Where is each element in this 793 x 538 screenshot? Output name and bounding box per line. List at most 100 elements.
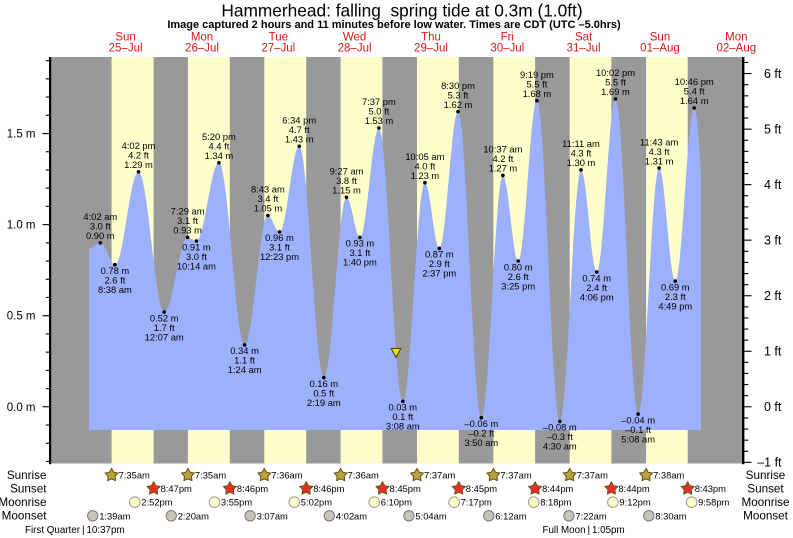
svg-text:4.2 ft: 4.2 ft <box>492 153 513 164</box>
svg-text:7:37am: 7:37am <box>500 470 531 481</box>
svg-text:0.93 m: 0.93 m <box>173 225 202 236</box>
svg-text:8:43pm: 8:43pm <box>695 483 726 494</box>
svg-text:Full Moon | 1:05pm: Full Moon | 1:05pm <box>543 525 625 536</box>
svg-text:25–Jul: 25–Jul <box>109 43 143 55</box>
svg-text:7:37am: 7:37am <box>577 470 608 481</box>
svg-text:4:02 pm: 4:02 pm <box>122 140 156 151</box>
svg-text:10:37 am: 10:37 am <box>483 144 522 155</box>
svg-text:6:34 pm: 6:34 pm <box>282 115 316 126</box>
svg-text:4:49 pm: 4:49 pm <box>658 300 692 311</box>
svg-text:10:02 pm: 10:02 pm <box>596 67 635 78</box>
svg-text:9:19 pm: 9:19 pm <box>520 69 554 80</box>
svg-text:1:40 pm: 1:40 pm <box>343 257 377 268</box>
svg-text:7:37am: 7:37am <box>424 470 455 481</box>
svg-text:7:37 pm: 7:37 pm <box>362 96 396 107</box>
svg-text:8:44pm: 8:44pm <box>542 483 573 494</box>
svg-text:5:08 am: 5:08 am <box>621 433 655 444</box>
svg-text:2 ft: 2 ft <box>764 289 782 303</box>
svg-text:0.5 m: 0.5 m <box>7 311 36 323</box>
svg-text:Sunset: Sunset <box>747 482 784 495</box>
svg-text:1.34 m: 1.34 m <box>205 150 234 161</box>
svg-text:4.3 ft: 4.3 ft <box>649 146 670 157</box>
svg-text:0.91 m: 0.91 m <box>182 241 211 252</box>
svg-text:0.69 m: 0.69 m <box>661 281 690 292</box>
svg-text:–0.1 ft: –0.1 ft <box>625 424 651 435</box>
svg-text:11:11 am: 11:11 am <box>562 138 600 149</box>
svg-text:3 ft: 3 ft <box>764 234 782 248</box>
svg-text:–0.08 m: –0.08 m <box>543 422 577 433</box>
svg-text:3.1 ft: 3.1 ft <box>177 215 198 226</box>
svg-text:7:36am: 7:36am <box>271 470 302 481</box>
svg-text:5.0 ft: 5.0 ft <box>368 106 389 117</box>
svg-text:7:35am: 7:35am <box>195 470 226 481</box>
svg-text:3:50 am: 3:50 am <box>464 437 498 448</box>
svg-text:12:23 pm: 12:23 pm <box>260 251 299 262</box>
svg-text:Sunrise: Sunrise <box>746 469 786 482</box>
svg-text:–0.06 m: –0.06 m <box>464 418 498 429</box>
svg-text:1.27 m: 1.27 m <box>489 163 518 174</box>
svg-text:7:29 am: 7:29 am <box>171 206 205 217</box>
svg-text:Sunrise: Sunrise <box>7 469 47 482</box>
svg-text:3:55pm: 3:55pm <box>221 497 252 508</box>
svg-text:4 ft: 4 ft <box>764 178 782 192</box>
svg-text:0.16 m: 0.16 m <box>309 378 338 389</box>
svg-text:0.34 m: 0.34 m <box>230 345 259 356</box>
svg-text:2:20am: 2:20am <box>178 510 209 521</box>
svg-text:8:46pm: 8:46pm <box>313 483 344 494</box>
svg-text:Moonrise: Moonrise <box>0 496 47 509</box>
svg-text:2:19 am: 2:19 am <box>307 397 341 408</box>
svg-text:3:07am: 3:07am <box>257 510 288 521</box>
svg-text:1.62 m: 1.62 m <box>444 99 473 110</box>
svg-text:8:46pm: 8:46pm <box>237 483 268 494</box>
svg-text:Mon: Mon <box>725 32 747 44</box>
svg-text:1.64 m: 1.64 m <box>680 95 709 106</box>
svg-text:02–Aug: 02–Aug <box>716 43 756 55</box>
svg-text:3.0 ft: 3.0 ft <box>90 221 111 232</box>
svg-text:0.93 m: 0.93 m <box>346 238 375 249</box>
svg-text:Wed: Wed <box>343 32 366 44</box>
svg-text:Moonset: Moonset <box>2 510 48 523</box>
svg-text:0 ft: 0 ft <box>764 400 782 414</box>
svg-text:28–Jul: 28–Jul <box>338 43 372 55</box>
svg-text:30–Jul: 30–Jul <box>490 43 524 55</box>
svg-text:8:30am: 8:30am <box>655 510 686 521</box>
svg-text:5:02pm: 5:02pm <box>301 497 332 508</box>
svg-text:1:39am: 1:39am <box>99 510 130 521</box>
svg-text:7:35am: 7:35am <box>119 470 150 481</box>
svg-text:Sat: Sat <box>575 32 593 44</box>
svg-text:1.23 m: 1.23 m <box>411 170 440 181</box>
svg-text:3.1 ft: 3.1 ft <box>349 247 370 258</box>
svg-text:1.7 ft: 1.7 ft <box>154 322 175 333</box>
svg-text:2.4 ft: 2.4 ft <box>586 282 607 293</box>
svg-text:8:43 am: 8:43 am <box>251 184 285 195</box>
svg-text:1.30 m: 1.30 m <box>567 157 596 168</box>
svg-text:11:43 am: 11:43 am <box>640 136 679 147</box>
svg-text:10:14 am: 10:14 am <box>177 260 216 271</box>
svg-text:Tue: Tue <box>269 32 288 44</box>
svg-text:3.1 ft: 3.1 ft <box>269 242 290 253</box>
svg-text:–1 ft: –1 ft <box>757 456 782 470</box>
svg-text:1.53 m: 1.53 m <box>365 115 394 126</box>
svg-text:0.90 m: 0.90 m <box>86 230 115 241</box>
svg-text:–0.04 m: –0.04 m <box>621 414 655 425</box>
svg-text:Mon: Mon <box>191 32 213 44</box>
svg-text:1.1 ft: 1.1 ft <box>234 355 255 366</box>
svg-text:1.69 m: 1.69 m <box>601 86 630 97</box>
svg-text:8:47pm: 8:47pm <box>161 483 192 494</box>
svg-text:7:22am: 7:22am <box>575 510 606 521</box>
svg-text:4:30 am: 4:30 am <box>543 441 577 452</box>
svg-text:0.96 m: 0.96 m <box>265 232 294 243</box>
svg-text:1.05 m: 1.05 m <box>254 203 283 214</box>
svg-text:01–Aug: 01–Aug <box>640 43 680 55</box>
svg-text:8:30 pm: 8:30 pm <box>441 80 475 91</box>
svg-text:2:52pm: 2:52pm <box>141 497 172 508</box>
svg-text:5.4 ft: 5.4 ft <box>684 86 705 97</box>
svg-text:6:10pm: 6:10pm <box>381 497 412 508</box>
svg-text:4.7 ft: 4.7 ft <box>289 124 310 135</box>
svg-text:–0.2 ft: –0.2 ft <box>468 428 494 439</box>
svg-text:Sun: Sun <box>650 32 670 44</box>
svg-text:5.5 ft: 5.5 ft <box>605 77 626 88</box>
svg-text:Fri: Fri <box>501 32 514 44</box>
svg-text:8:45pm: 8:45pm <box>390 483 421 494</box>
svg-text:8:45pm: 8:45pm <box>466 483 497 494</box>
